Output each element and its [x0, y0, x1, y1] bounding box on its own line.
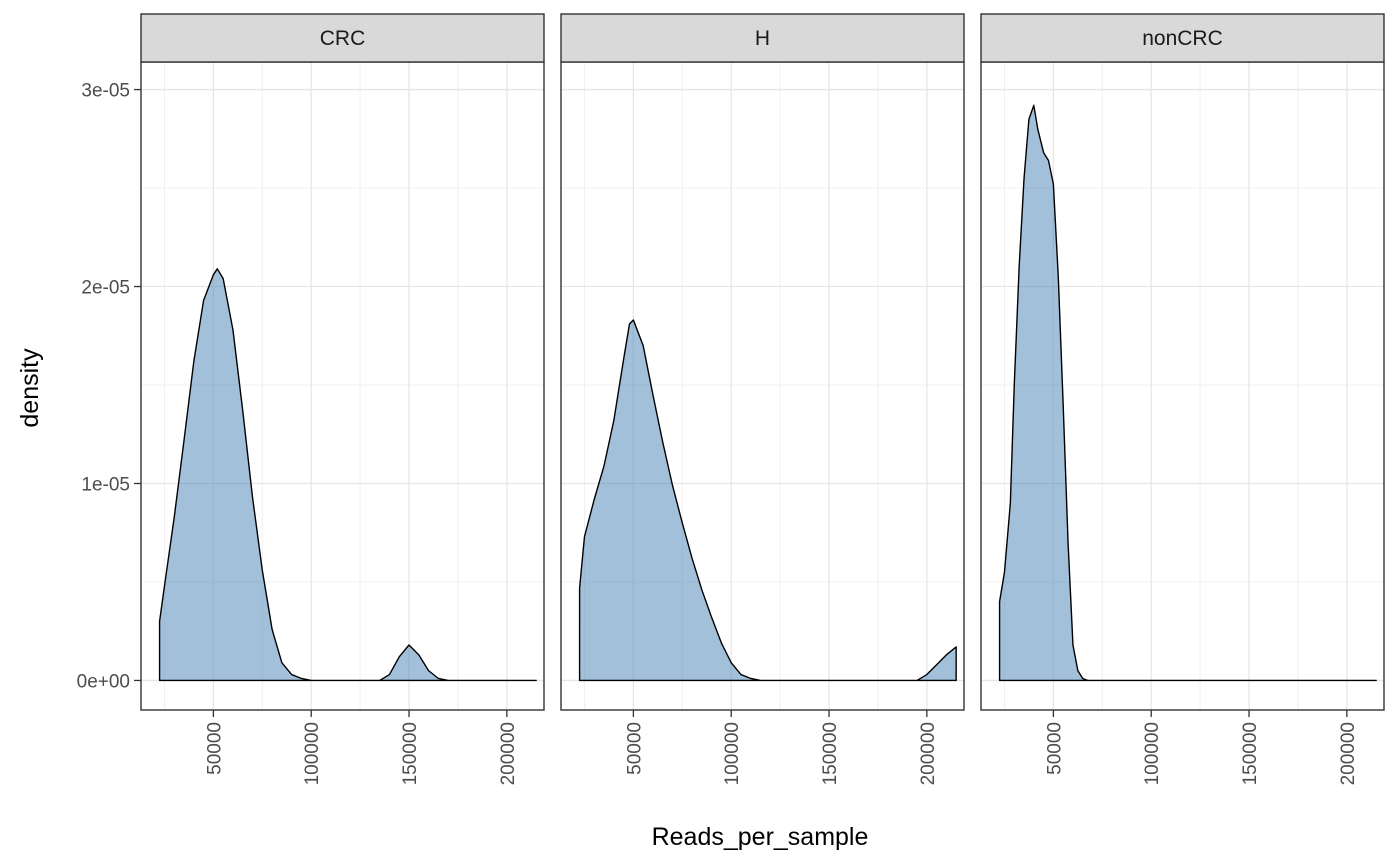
y-tick-label: 1e-05	[81, 474, 130, 495]
x-tick-label: 100000	[1142, 722, 1163, 785]
y-axis-title: density	[16, 348, 44, 428]
facet-strip	[140, 13, 545, 63]
facet-strip	[980, 13, 1385, 63]
density-area-H	[578, 319, 957, 682]
x-tick-label: 200000	[498, 722, 519, 785]
facet-panel-nonCRC: nonCRC 50000 100000 150000 200000	[980, 13, 1385, 785]
x-tick-label: 50000	[1044, 722, 1065, 775]
y-tick-label: 3e-05	[81, 81, 130, 102]
facet-strip-label: CRC	[320, 27, 366, 50]
y-tick-label: 0e+00	[77, 671, 130, 692]
facet-strip	[560, 13, 965, 63]
x-tick-label: 150000	[1240, 722, 1261, 785]
facet-strip-label: H	[755, 27, 770, 50]
y-tick-label: 2e-05	[81, 278, 130, 299]
density-area-CRC	[158, 268, 537, 682]
x-tick-label: 150000	[820, 722, 841, 785]
facet-panel-CRC: CRC 50000 100000 150000 200000 0e+00 1e-05 2e-0…	[77, 13, 545, 785]
density-area-nonCRC	[998, 104, 1377, 682]
x-tick-label: 50000	[204, 722, 225, 775]
facet-strip-label: nonCRC	[1142, 27, 1223, 50]
x-tick-label: 100000	[722, 722, 743, 785]
x-tick-label: 150000	[400, 722, 421, 785]
facet-panel-H: H 50000 100000 150000 200000	[560, 13, 965, 785]
x-tick-label: 100000	[302, 722, 323, 785]
x-tick-label: 50000	[624, 722, 645, 775]
facets-layer: CRC 50000 100000 150000 200000 0e+00 1e-05 2e-0…	[77, 13, 1385, 785]
x-tick-label: 200000	[918, 722, 939, 785]
x-tick-label: 200000	[1338, 722, 1359, 785]
x-axis-title: Reads_per_sample	[652, 823, 869, 851]
